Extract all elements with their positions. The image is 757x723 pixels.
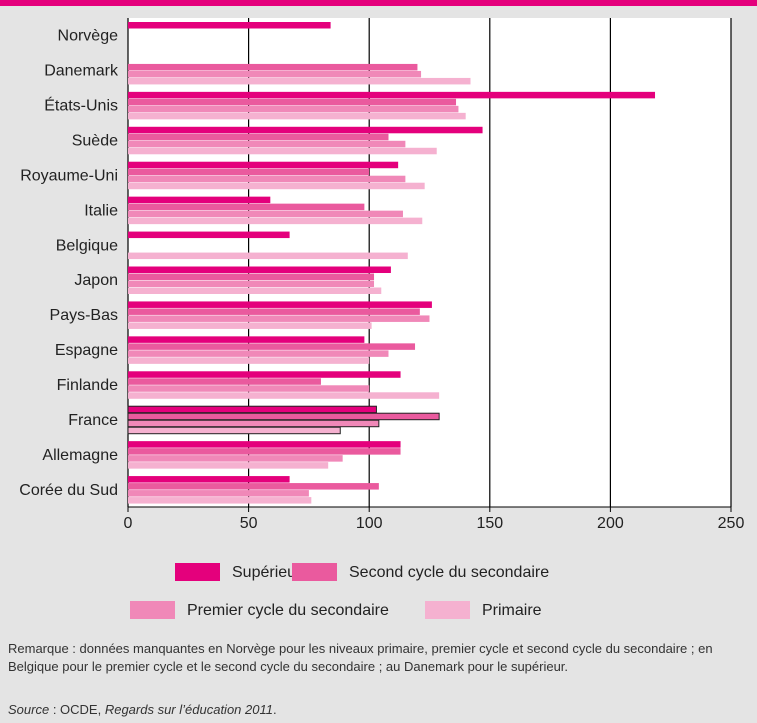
bar <box>128 217 423 225</box>
bar <box>128 161 399 169</box>
y-tick-label: Suède <box>72 132 118 149</box>
bar <box>128 175 406 183</box>
bar <box>128 210 403 218</box>
bar <box>128 336 365 343</box>
y-tick-label: Belgique <box>56 237 118 254</box>
legend-swatch <box>130 601 175 619</box>
bar <box>128 126 483 134</box>
bar <box>128 182 425 190</box>
bar <box>128 133 389 141</box>
bar <box>127 405 377 414</box>
legend-label: Premier cycle du secondaire <box>187 602 389 619</box>
bar <box>128 385 370 392</box>
bar <box>128 231 290 239</box>
bar <box>128 455 343 462</box>
x-tick-label: 150 <box>476 515 503 532</box>
bar <box>128 462 329 469</box>
y-tick-label: Pays-Bas <box>50 307 118 324</box>
bar <box>128 105 459 113</box>
bar <box>128 497 312 504</box>
y-tick-label: Allemagne <box>42 447 118 464</box>
y-tick-label: Danemark <box>44 63 119 80</box>
bar <box>128 196 271 204</box>
top-band <box>0 0 757 6</box>
y-tick-label: États-Unis <box>44 96 118 115</box>
bar <box>128 266 391 273</box>
x-tick-label: 100 <box>356 515 383 532</box>
bar <box>128 98 457 106</box>
chart: 0 50 100 150 200 250 Norvège Danemark États-Unis… <box>0 0 757 619</box>
bar <box>128 490 309 497</box>
bar <box>128 273 375 280</box>
bar <box>128 77 471 85</box>
bar <box>128 378 321 385</box>
y-tick-label: Royaume-Uni <box>20 167 118 184</box>
bar <box>128 357 370 364</box>
x-tick-label: 250 <box>718 515 745 532</box>
bar <box>128 203 365 211</box>
legend-label: Supérieur <box>232 564 302 581</box>
y-tick-label: Japon <box>74 272 118 289</box>
note: Remarque : données manquantes en Norvège… <box>8 641 713 674</box>
bar <box>128 147 437 155</box>
bar <box>128 168 370 176</box>
bar <box>128 371 401 378</box>
bar <box>128 483 379 490</box>
x-tick-label: 200 <box>597 515 624 532</box>
legend-swatch <box>175 563 220 581</box>
bar <box>128 301 432 308</box>
bar <box>128 315 430 322</box>
x-tick-label: 0 <box>124 515 133 532</box>
bar <box>128 287 382 294</box>
bar <box>128 91 656 99</box>
bar <box>128 476 290 483</box>
y-tick-label: Finlande <box>57 377 118 394</box>
bar <box>128 350 389 357</box>
bar <box>127 412 440 421</box>
legend-swatch <box>292 563 337 581</box>
y-tick-label: Corée du Sud <box>19 482 118 499</box>
legend-label: Primaire <box>482 602 542 619</box>
bar <box>128 280 375 287</box>
bar <box>127 426 341 435</box>
x-tick-label: 50 <box>240 515 258 532</box>
bar <box>128 343 416 350</box>
bar <box>128 112 466 120</box>
y-tick-label: Italie <box>84 202 118 219</box>
source-text: : OCDE, <box>49 702 105 717</box>
source-end: . <box>272 702 277 717</box>
bar <box>128 441 401 448</box>
y-tick-label: Norvège <box>58 28 119 45</box>
bar <box>128 63 418 71</box>
y-tick-label: France <box>68 412 118 429</box>
bar <box>128 70 422 78</box>
bar <box>128 22 331 29</box>
bar <box>128 448 401 455</box>
bar <box>127 419 380 428</box>
source: Source : OCDE, Regards sur l’éducation 2… <box>8 702 277 717</box>
y-tick-label: Espagne <box>55 342 118 359</box>
bar <box>128 308 420 315</box>
bar <box>128 252 408 260</box>
bar <box>128 322 372 329</box>
bar <box>128 140 406 148</box>
source-label: Source <box>8 702 50 717</box>
legend-label: Second cycle du secondaire <box>349 564 549 581</box>
bar <box>128 392 440 399</box>
source-title: Regards sur l’éducation 2011 <box>104 702 273 717</box>
legend-swatch <box>425 601 470 619</box>
